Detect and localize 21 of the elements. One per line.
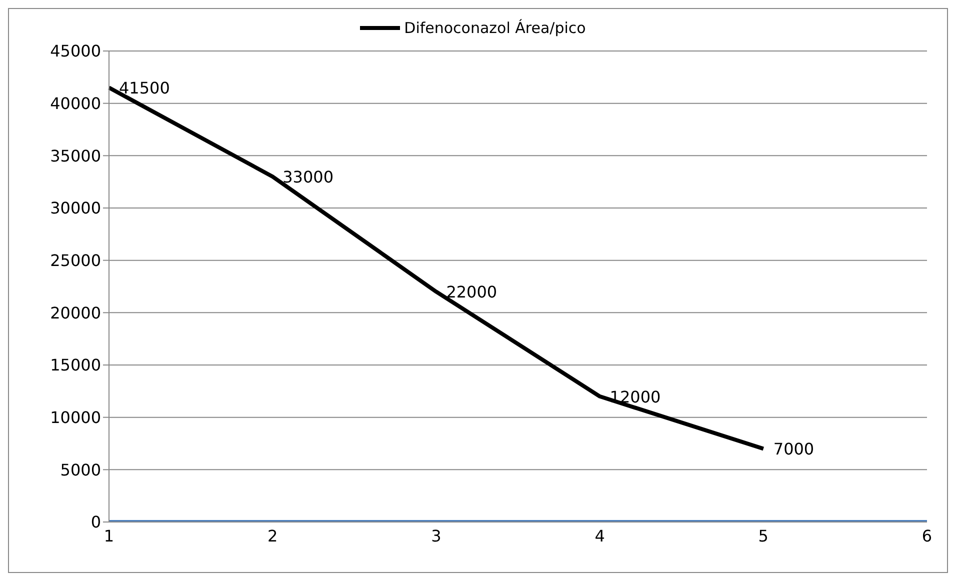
- y-tick-label: 30000: [50, 198, 101, 218]
- y-tick-label: 5000: [60, 460, 101, 480]
- x-tick-label: 6: [922, 526, 932, 546]
- data-label: 33000: [282, 168, 334, 187]
- data-label: 22000: [446, 282, 498, 302]
- y-tick-label: 10000: [50, 408, 101, 428]
- y-tick-label: 20000: [50, 303, 101, 322]
- y-tick-label: 45000: [50, 42, 101, 61]
- data-label: 7000: [773, 440, 814, 459]
- x-tick-label: 2: [268, 526, 278, 546]
- y-tick-label: 35000: [50, 146, 101, 166]
- y-tick-label: 40000: [50, 94, 101, 114]
- x-tick-label: 4: [594, 526, 605, 546]
- x-tick-label: 5: [758, 526, 768, 546]
- legend-label: Difenoconazol Área/pico: [404, 19, 586, 37]
- data-label: 41500: [119, 78, 170, 98]
- x-tick-label: 3: [431, 526, 442, 546]
- y-tick-label: 25000: [50, 251, 101, 270]
- y-tick-label: 0: [90, 512, 101, 532]
- y-tick-label: 15000: [50, 356, 101, 375]
- x-tick-label: 1: [104, 526, 114, 546]
